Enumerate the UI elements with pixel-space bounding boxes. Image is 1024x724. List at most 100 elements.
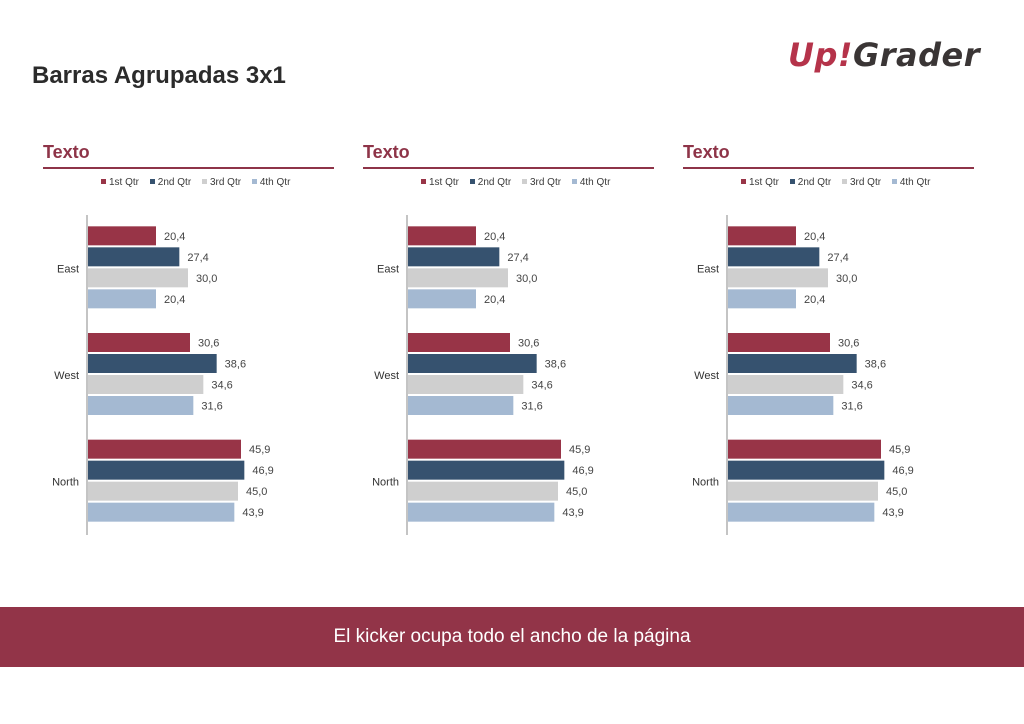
data-label: 46,9 [252,465,273,477]
data-label: 43,9 [882,507,903,519]
bar [408,289,476,309]
data-label: 34,6 [851,380,872,392]
bar [88,502,235,522]
title-divider [683,167,974,169]
legend-label: 1st Qtr [749,177,780,188]
chart-title: Texto [683,142,730,162]
data-label: 34,6 [531,380,552,392]
legend-label: 1st Qtr [109,177,140,188]
legend-swatch [789,179,795,184]
legend-item: 1st Qtr [741,177,779,188]
legend-swatch [469,179,475,184]
data-label: 38,6 [865,359,886,371]
legend-item: 2nd Qtr [469,177,512,188]
bar [728,354,857,373]
legend-label: 4th Qtr [259,177,291,188]
bar [728,481,878,501]
legend-swatch [521,179,527,184]
data-label: 31,6 [841,401,862,413]
data-label: 46,9 [572,465,593,477]
logo-text-up: Up! [788,36,853,74]
chart-legend: 1st Qtr 2nd Qtr 3rd Qtr 4th Qtr [421,177,618,188]
legend-swatch [251,179,257,184]
chart-panel-2: Texto 1st Qtr 2nd Qtr 3rd Qtr 4th Qtr Ea… [363,140,655,540]
chart-legend: 1st Qtr 2nd Qtr 3rd Qtr 4th Qtr [101,177,298,188]
bar [728,268,828,288]
legend-item: 1st Qtr [101,177,139,188]
kicker-text: El kicker ocupa todo el ancho de la pági… [333,626,691,647]
data-label: 45,9 [569,444,590,456]
data-label: 30,6 [198,338,219,350]
category-label: North [692,477,719,489]
chart-title: Texto [43,142,90,162]
category-label: West [694,370,719,382]
bar [408,247,500,267]
bar [728,502,875,522]
category-label: West [374,370,399,382]
data-label: 31,6 [201,401,222,413]
legend-label: 4th Qtr [579,177,611,188]
chart-title: Texto [363,142,410,162]
data-label: 45,9 [889,444,910,456]
legend-swatch [841,179,847,184]
bar-chart: East20,427,430,020,4West30,638,634,631,6… [52,215,274,535]
bar-chart: East20,427,430,020,4West30,638,634,631,6… [372,215,594,535]
data-label: 20,4 [164,294,185,306]
data-label: 27,4 [187,252,208,264]
legend-label: 1st Qtr [429,177,460,188]
bar [88,226,156,246]
legend-item: 1st Qtr [421,177,459,188]
legend-label: 2nd Qtr [157,177,192,188]
bar [728,460,885,480]
legend-label: 4th Qtr [899,177,931,188]
bar [728,247,820,267]
legend-swatch [149,179,155,184]
bar [88,247,180,267]
data-label: 31,6 [521,401,542,413]
chart-panel-1: Texto 1st Qtr 2nd Qtr 3rd Qtr 4th Qtr Ea… [43,140,335,540]
data-label: 30,0 [836,273,857,285]
bar [88,333,190,352]
bar [88,460,245,480]
legend-label: 3rd Qtr [529,177,562,188]
bar [408,333,510,352]
data-label: 30,0 [516,273,537,285]
data-label: 38,6 [545,359,566,371]
bar [728,226,796,246]
bar [728,289,796,309]
bar [728,439,881,459]
legend-item: 2nd Qtr [149,177,192,188]
brand-logo: Up!Grader [788,36,980,74]
category-label: West [54,370,79,382]
legend-label: 3rd Qtr [209,177,242,188]
chart-legend: 1st Qtr 2nd Qtr 3rd Qtr 4th Qtr [741,177,938,188]
category-label: East [57,263,79,275]
bar [408,375,524,394]
bar [728,396,834,415]
bar [408,481,558,501]
legend-item: 2nd Qtr [789,177,831,188]
data-label: 43,9 [242,507,263,519]
data-label: 34,6 [211,380,232,392]
title-divider [43,167,334,169]
data-label: 46,9 [892,465,913,477]
legend-label: 2nd Qtr [477,177,512,188]
bar [88,268,188,288]
data-label: 20,4 [164,231,185,243]
bar [88,396,194,415]
data-label: 27,4 [827,252,848,264]
data-label: 20,4 [484,231,505,243]
bar [728,375,844,394]
legend-label: 3rd Qtr [849,177,882,188]
legend-swatch [421,179,426,184]
legend-swatch [571,179,577,184]
legend-item: 4th Qtr [251,177,291,188]
data-label: 45,0 [566,486,587,498]
kicker-banner: El kicker ocupa todo el ancho de la pági… [0,607,1024,667]
bar [88,289,156,309]
data-label: 45,9 [249,444,270,456]
logo-text-grader: Grader [852,36,981,74]
data-label: 20,4 [804,294,825,306]
category-label: East [697,263,719,275]
title-divider [363,167,654,169]
